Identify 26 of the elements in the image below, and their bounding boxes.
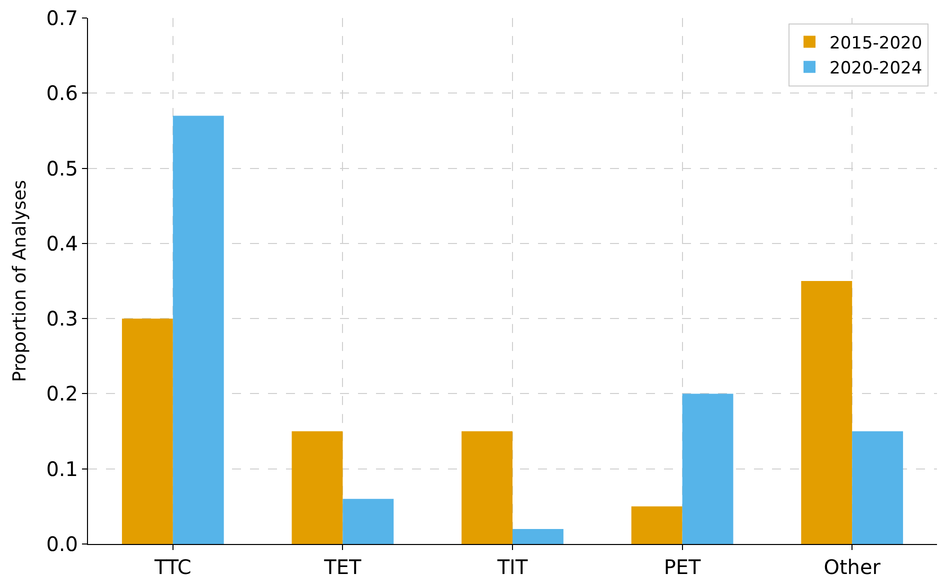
bar <box>292 431 343 544</box>
y-tick-label: 0.2 <box>46 382 78 406</box>
legend-label: 2020-2024 <box>830 58 922 79</box>
y-tick-label: 0.6 <box>46 81 78 106</box>
y-tick-label: 0.1 <box>46 456 78 481</box>
y-tick-label: 0.7 <box>46 6 78 30</box>
x-tick-label: Other <box>824 555 882 579</box>
bar <box>801 281 852 544</box>
x-tick-label: PET <box>664 555 702 579</box>
x-tick-label: TTC <box>153 555 192 579</box>
x-tick-label: TIT <box>496 555 528 579</box>
x-tick-label: TET <box>323 555 362 579</box>
bar <box>342 498 394 544</box>
legend-label: 2015-2020 <box>830 33 922 54</box>
y-tick-label: 0.3 <box>46 306 78 331</box>
bar <box>631 506 682 544</box>
bar <box>122 318 173 544</box>
bar <box>512 528 564 544</box>
bar <box>172 116 224 544</box>
y-tick-label: 0.5 <box>46 156 78 180</box>
bar <box>852 431 904 544</box>
bar <box>682 394 734 544</box>
y-tick-label: 0.0 <box>46 532 78 556</box>
y-tick-label: 0.4 <box>46 231 78 256</box>
bar <box>462 431 512 544</box>
y-axis-title: Proportion of Analyses <box>9 180 30 382</box>
